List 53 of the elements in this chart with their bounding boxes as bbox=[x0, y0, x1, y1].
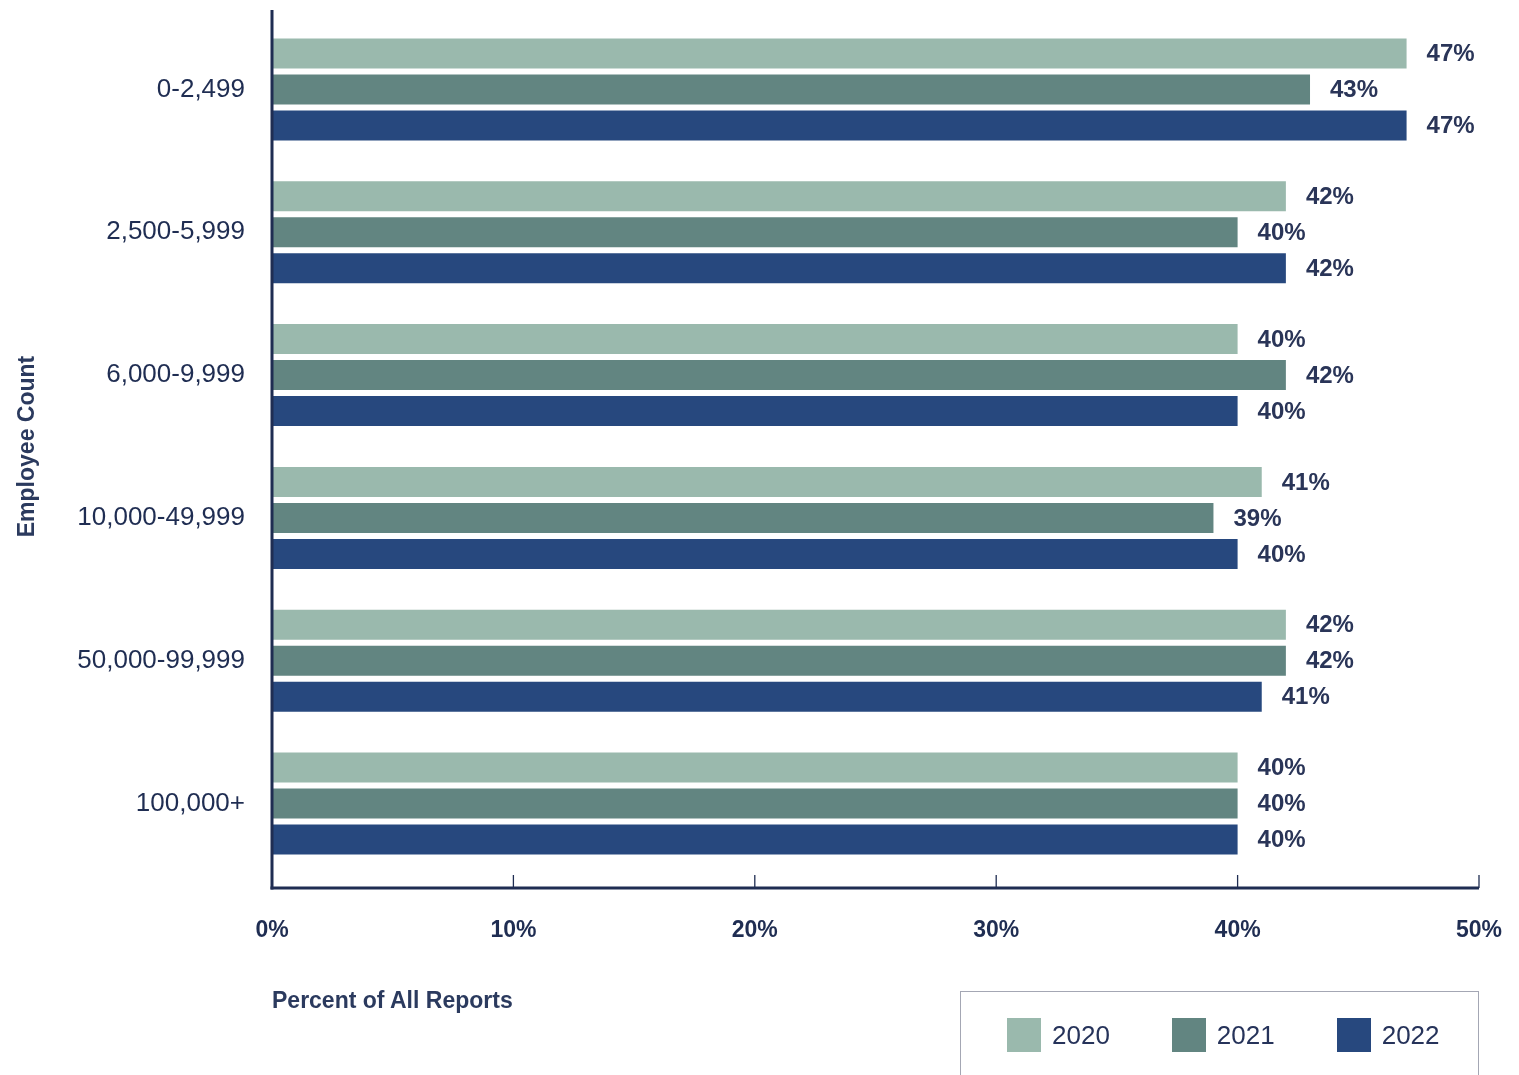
data-label: 40% bbox=[1257, 789, 1306, 817]
bar bbox=[272, 609, 1286, 640]
bar bbox=[272, 645, 1286, 676]
bar bbox=[272, 824, 1238, 855]
y-tick-label: 50,000-99,999 bbox=[77, 643, 245, 674]
y-tick-label: 6,000-9,999 bbox=[106, 358, 245, 389]
bar bbox=[272, 110, 1407, 141]
legend-label: 2022 bbox=[1381, 1019, 1440, 1051]
data-label: 40% bbox=[1257, 217, 1306, 245]
y-tick-label: 10,000-49,999 bbox=[77, 501, 245, 532]
data-label: 40% bbox=[1257, 753, 1306, 781]
data-label: 41% bbox=[1281, 467, 1330, 495]
bar bbox=[272, 360, 1286, 391]
data-label: 39% bbox=[1233, 503, 1282, 531]
x-tick-label: 40% bbox=[1214, 916, 1261, 943]
y-tick-label: 2,500-5,999 bbox=[106, 215, 245, 246]
bar bbox=[272, 396, 1238, 427]
data-label: 42% bbox=[1305, 646, 1354, 674]
bar bbox=[272, 181, 1286, 212]
bar bbox=[272, 466, 1262, 497]
data-label: 42% bbox=[1305, 610, 1354, 638]
data-label: 47% bbox=[1426, 39, 1475, 67]
data-label: 40% bbox=[1257, 324, 1306, 352]
x-tick-label: 30% bbox=[973, 916, 1020, 943]
data-label: 42% bbox=[1305, 181, 1354, 209]
x-tick-label: 20% bbox=[731, 916, 778, 943]
bar bbox=[272, 788, 1238, 819]
data-label: 43% bbox=[1330, 75, 1379, 103]
bar bbox=[272, 74, 1311, 105]
bar bbox=[272, 253, 1286, 284]
y-tick-label: 100,000+ bbox=[135, 786, 245, 817]
legend-label: 2020 bbox=[1052, 1019, 1110, 1051]
x-tick-label: 0% bbox=[255, 916, 289, 943]
bar bbox=[272, 502, 1214, 533]
bar bbox=[272, 752, 1238, 783]
bar bbox=[272, 538, 1238, 569]
data-label: 42% bbox=[1305, 253, 1354, 281]
x-tick-label: 10% bbox=[490, 916, 537, 943]
x-tick-label: 50% bbox=[1455, 916, 1503, 943]
data-label: 40% bbox=[1257, 825, 1306, 853]
x-axis-title: Percent of All Reports bbox=[272, 986, 513, 1013]
data-label: 40% bbox=[1257, 539, 1306, 567]
data-label: 40% bbox=[1257, 396, 1306, 424]
bar bbox=[272, 324, 1238, 355]
data-label: 47% bbox=[1426, 111, 1475, 139]
bar bbox=[272, 681, 1262, 712]
y-axis-title: Employee Count bbox=[13, 355, 40, 538]
bar bbox=[272, 217, 1238, 248]
legend-label: 2021 bbox=[1216, 1019, 1275, 1051]
y-tick-label: 0-2,499 bbox=[156, 72, 245, 103]
data-label: 42% bbox=[1305, 360, 1354, 388]
data-label: 41% bbox=[1281, 682, 1330, 710]
bar bbox=[272, 38, 1407, 69]
